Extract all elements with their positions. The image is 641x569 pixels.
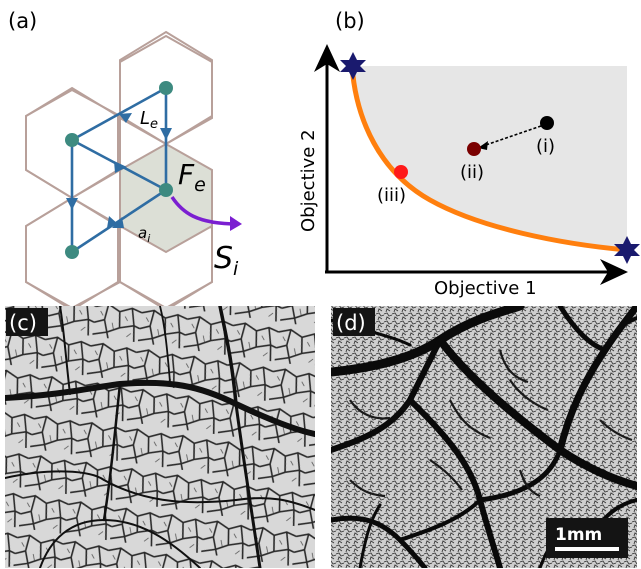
area-label: ai bbox=[138, 224, 150, 245]
star-right bbox=[614, 236, 640, 264]
panel-c-label-box: (c) bbox=[6, 308, 48, 336]
flux-label: Fe bbox=[178, 158, 206, 196]
x-axis-label: Objective 1 bbox=[434, 278, 537, 299]
edge-length-label: Le bbox=[140, 108, 158, 132]
panel-d-label-box: (d) bbox=[333, 308, 375, 336]
source-label: Si bbox=[214, 241, 239, 280]
source-arrowhead bbox=[230, 216, 242, 231]
panel-b-label: (b) bbox=[335, 9, 365, 33]
panel-c bbox=[5, 306, 315, 568]
node-bottom bbox=[65, 245, 79, 259]
pareto-front bbox=[349, 65, 628, 253]
minor-veins-d bbox=[349, 349, 633, 498]
node-top bbox=[159, 81, 173, 95]
point-i bbox=[540, 116, 554, 130]
panel-c-label: (c) bbox=[9, 311, 37, 335]
x-axis-arrowhead bbox=[600, 259, 628, 285]
point-i-label: (i) bbox=[536, 136, 555, 157]
y-axis-label: Objective 2 bbox=[298, 129, 319, 232]
edge-arrowheads bbox=[66, 113, 172, 228]
point-ii-label: (ii) bbox=[460, 162, 484, 183]
panel-b: (b) (i) (ii) (iii) Objective 1 Objective… bbox=[298, 9, 640, 299]
panel-a-label: (a) bbox=[8, 9, 37, 33]
scale-bar: 1mm bbox=[546, 518, 628, 558]
network-nodes bbox=[65, 81, 173, 259]
point-ii bbox=[467, 142, 481, 156]
major-veins-d bbox=[331, 306, 637, 568]
panel-a: (a) bbox=[8, 9, 242, 312]
panel-d-label: (d) bbox=[336, 311, 366, 335]
feasible-region bbox=[352, 66, 627, 250]
improvement-arrow bbox=[479, 125, 542, 148]
leaf-image-c bbox=[5, 306, 315, 568]
source-arrow bbox=[170, 196, 239, 226]
node-center bbox=[159, 183, 173, 197]
point-iii bbox=[394, 165, 408, 179]
major-veins-c bbox=[5, 306, 315, 568]
scale-bar-line bbox=[555, 547, 619, 551]
star-top bbox=[340, 52, 366, 80]
point-iii-label: (iii) bbox=[377, 185, 406, 206]
y-axis-arrowhead bbox=[314, 44, 340, 72]
node-left bbox=[65, 133, 79, 147]
pareto-extremes bbox=[340, 52, 640, 264]
scale-bar-label: 1mm bbox=[555, 525, 602, 545]
